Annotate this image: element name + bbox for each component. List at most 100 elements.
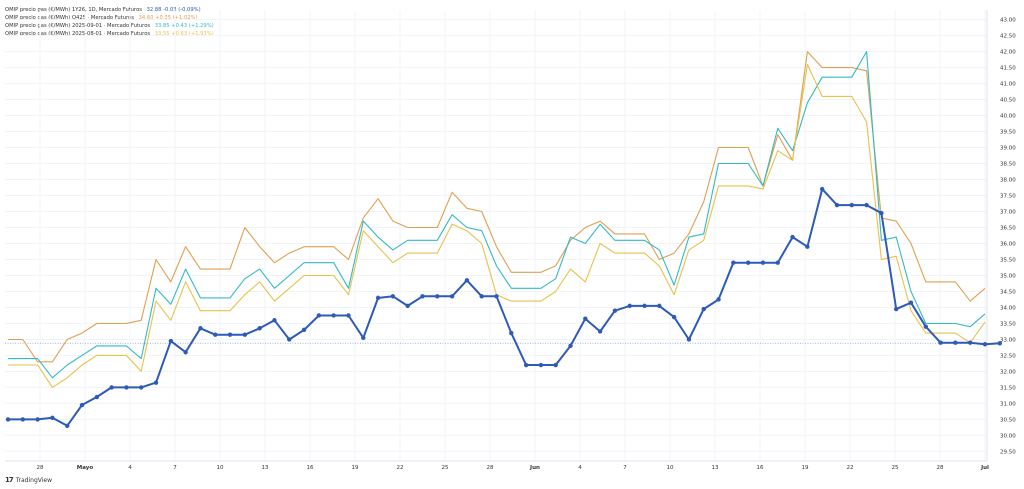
data-point <box>731 260 736 265</box>
x-tick-label: Jun <box>529 465 540 471</box>
data-point <box>775 260 780 265</box>
data-point <box>94 394 100 400</box>
legend-label: OMIP precio gas (€/MWh) Q425 · Mercado F… <box>5 15 134 21</box>
data-point <box>449 294 455 299</box>
data-point <box>908 300 914 305</box>
y-tick-label: 34.00 <box>1000 305 1016 311</box>
data-point <box>420 294 425 299</box>
data-point <box>183 350 188 355</box>
legend-entry[interactable]: OMIP precio gas (€/MWh) 1Y26, 1D, Mercad… <box>5 6 214 14</box>
data-point <box>893 306 899 312</box>
data-point <box>716 297 721 302</box>
data-point <box>686 337 692 342</box>
data-point <box>997 341 1003 346</box>
y-tick-label: 30.50 <box>1000 417 1016 423</box>
y-tick-label: 39.00 <box>1000 146 1016 152</box>
data-point <box>923 324 928 329</box>
legend-value: 32.88 -0.03 (-0.09%) <box>146 7 201 13</box>
data-point <box>879 210 884 216</box>
x-tick-label: 28 <box>37 465 44 471</box>
data-point <box>139 385 144 390</box>
y-tick-label: 40.00 <box>1000 114 1016 120</box>
chart-legend: OMIP precio gas (€/MWh) 1Y26, 1D, Mercad… <box>5 6 214 38</box>
series-line-1 <box>8 51 986 379</box>
data-point <box>967 340 973 345</box>
x-tick-label: 22 <box>397 465 404 471</box>
y-tick-label: 30.00 <box>1000 433 1016 439</box>
y-tick-label: 33.00 <box>1000 337 1016 343</box>
legend-label: OMIP precio gas (€/MWh) 2025-08-01 · Mer… <box>5 31 151 37</box>
x-tick-label: 7 <box>173 465 177 471</box>
x-tick-label: 10 <box>217 465 224 471</box>
data-point <box>227 332 233 337</box>
series-line-0 <box>8 51 986 363</box>
y-tick-label: 36.00 <box>1000 241 1016 247</box>
y-tick-label: 36.50 <box>1000 226 1016 232</box>
y-tick-label: 43.00 <box>1000 18 1016 24</box>
y-tick-label: 35.50 <box>1000 257 1016 263</box>
x-tick-label: 7 <box>623 465 627 471</box>
y-tick-label: 37.00 <box>1000 210 1016 216</box>
data-point <box>790 234 795 240</box>
data-point <box>109 385 114 390</box>
data-point <box>50 415 55 421</box>
y-tick-label: 41.00 <box>1000 82 1016 88</box>
legend-entry[interactable]: OMIP precio gas (€/MWh) 2025-08-01 · Mer… <box>5 30 214 38</box>
data-point <box>671 314 677 320</box>
data-point <box>435 294 440 299</box>
data-point <box>938 340 943 345</box>
x-tick-label: 25 <box>442 465 449 471</box>
x-tick-label: Mayo <box>77 465 94 471</box>
y-tick-label: 32.50 <box>1000 353 1016 359</box>
x-tick-label: 13 <box>712 465 719 471</box>
y-tick-label: 32.00 <box>1000 369 1016 375</box>
y-tick-label: 33.50 <box>1000 321 1016 327</box>
data-point <box>805 244 810 249</box>
data-point <box>864 202 869 208</box>
data-point <box>523 362 529 368</box>
y-tick-label: 41.50 <box>1000 66 1016 72</box>
data-point <box>35 417 40 422</box>
data-point <box>5 417 11 422</box>
data-point <box>982 342 988 347</box>
tradingview-branding[interactable]: 17 TradingView <box>5 476 52 484</box>
legend-entry[interactable]: OMIP precio gas (€/MWh) Q425 · Mercado F… <box>5 14 214 22</box>
data-point <box>124 385 129 390</box>
data-point <box>405 303 410 309</box>
data-point <box>583 316 588 321</box>
series-line-3 <box>8 188 1000 427</box>
data-point <box>287 337 292 342</box>
legend-value: 34.60 +0.35 (+1.02%) <box>138 15 198 21</box>
data-point <box>760 260 766 265</box>
data-point <box>390 294 396 299</box>
data-point <box>849 202 854 208</box>
x-tick-label: 28 <box>487 465 494 471</box>
data-point <box>257 326 262 331</box>
data-point <box>464 278 470 283</box>
data-point <box>509 330 514 336</box>
y-tick-label: 38.00 <box>1000 178 1016 184</box>
data-point <box>953 340 958 345</box>
x-tick-label: Jul <box>980 465 989 471</box>
data-point <box>568 343 573 349</box>
data-point <box>538 362 544 368</box>
data-point <box>479 294 484 299</box>
y-tick-label: 38.50 <box>1000 162 1016 168</box>
legend-entry[interactable]: OMIP precio gas (€/MWh) 2025-09-01 · Mer… <box>5 22 214 30</box>
series-line-2 <box>8 63 986 388</box>
x-tick-label: 16 <box>307 465 314 471</box>
data-point <box>79 402 85 408</box>
x-tick-label: 22 <box>847 465 854 471</box>
x-tick-label: 10 <box>667 465 674 471</box>
tradingview-logo-icon: 17 <box>5 476 14 484</box>
y-tick-label: 34.50 <box>1000 289 1016 295</box>
data-point <box>65 423 70 429</box>
data-point <box>361 335 366 341</box>
data-point <box>819 186 825 192</box>
y-tick-label: 35.00 <box>1000 273 1016 279</box>
data-point <box>213 332 218 337</box>
data-point <box>375 295 381 301</box>
x-tick-label: 25 <box>892 465 899 471</box>
data-point <box>272 318 277 323</box>
